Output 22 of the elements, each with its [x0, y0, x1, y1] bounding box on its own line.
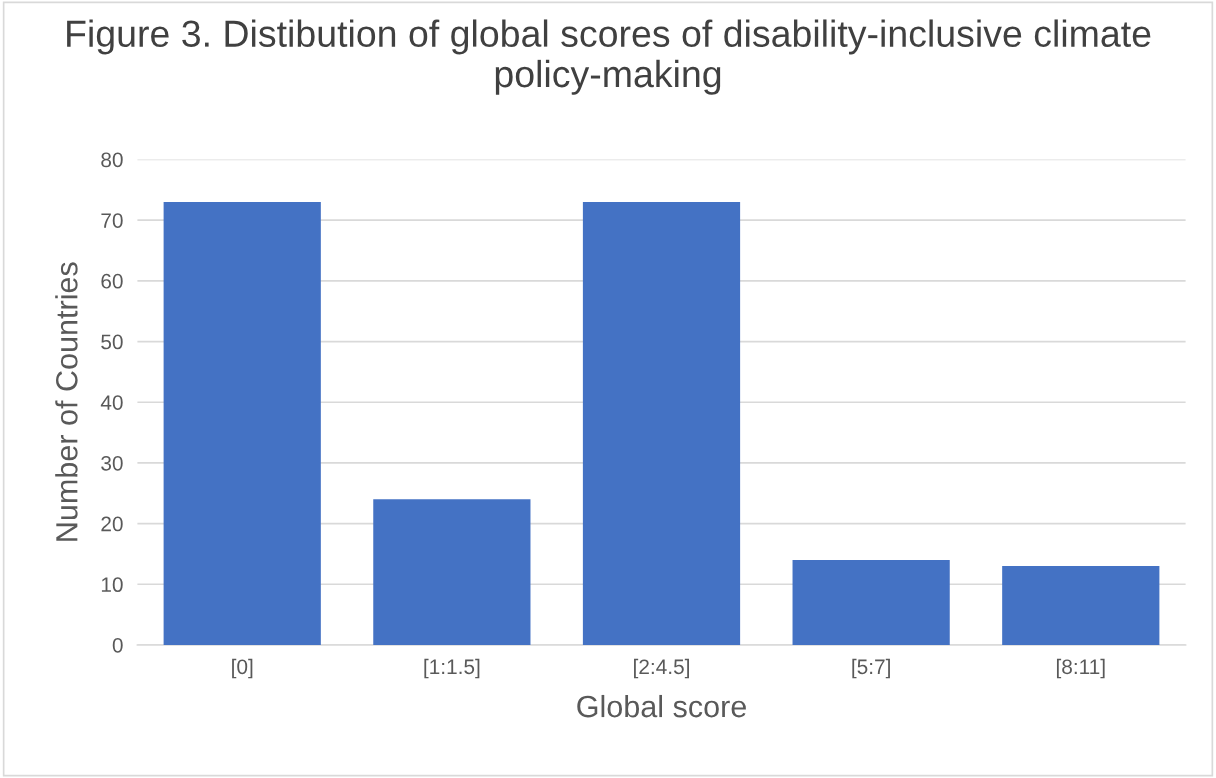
bar — [582, 201, 741, 645]
y-tick-label: 50 — [101, 334, 123, 350]
bar — [1002, 566, 1160, 645]
y-tick-label: 40 — [100, 395, 123, 410]
bar — [373, 499, 531, 645]
bar — [163, 201, 321, 645]
x-tick-label: [5:7] — [852, 658, 890, 679]
y-tick-label: 20 — [101, 516, 123, 532]
x-tick-label: [1:1.5] — [424, 658, 480, 679]
y-tick-label: 30 — [101, 455, 123, 471]
y-axis-title: Number of Countries — [55, 262, 78, 541]
y-tick-label: 10 — [101, 577, 123, 593]
y-tick-label: 70 — [101, 213, 123, 228]
x-tick-label: [2:4.5] — [634, 658, 689, 679]
x-tick-label: [0] — [232, 658, 253, 679]
chart-title: Figure 3. Distibution of global scores of disability-inclusive climate policy-making — [67, 19, 1151, 95]
bar — [792, 560, 950, 645]
y-tick-label: 60 — [101, 273, 123, 289]
y-tick-label: 80 — [101, 152, 123, 168]
y-tick-label: 0 — [112, 637, 123, 653]
x-tick-label: [8:11] — [1056, 658, 1105, 679]
x-axis-title: Global score — [577, 694, 746, 718]
